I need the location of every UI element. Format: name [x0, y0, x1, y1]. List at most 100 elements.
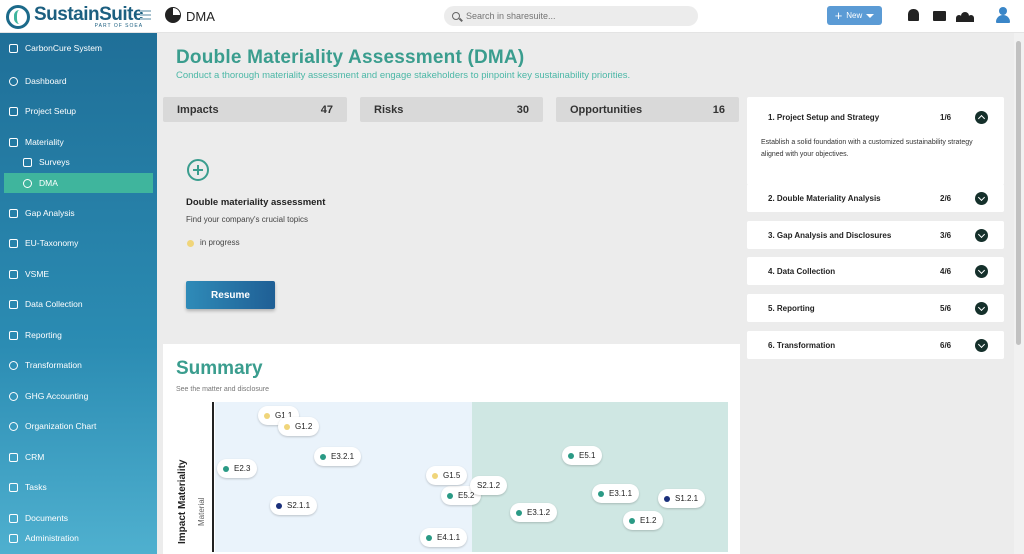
sidebar-item-label: Data Collection	[25, 299, 83, 309]
step-fraction: 3/6	[940, 231, 952, 240]
file-icon	[9, 330, 18, 340]
point-label: E5.2	[458, 491, 475, 500]
sidebar-item-ghg-accounting[interactable]: GHG Accounting	[0, 386, 157, 406]
chart-line-icon	[9, 137, 18, 147]
user-profile-icon[interactable]	[995, 7, 1011, 23]
chevron-down-icon[interactable]	[975, 192, 988, 205]
step-4[interactable]: 4. Data Collection 4/6	[747, 257, 1004, 285]
step-2[interactable]: 2. Double Materiality Analysis 2/6	[747, 184, 1004, 212]
sidebar-item-crm[interactable]: CRM	[0, 447, 157, 467]
search-input[interactable]	[466, 11, 686, 21]
sidebar-item-tasks[interactable]: Tasks	[0, 477, 157, 497]
sidebar-item-gap-analysis[interactable]: Gap Analysis	[0, 203, 157, 223]
chevron-up-icon[interactable]	[975, 111, 988, 124]
users-icon[interactable]	[956, 10, 974, 22]
step-label: 2. Double Materiality Analysis	[768, 194, 881, 203]
point-label: E3.2.1	[331, 452, 355, 461]
sidebar-item-data-collection[interactable]: Data Collection	[0, 294, 157, 314]
add-circle-icon[interactable]	[187, 159, 209, 181]
card-subtitle: Find your company's crucial topics	[186, 215, 309, 224]
sidebar-item-label: Materiality	[25, 137, 64, 147]
step-label: 1. Project Setup and Strategy	[768, 113, 880, 122]
sidebar-item-dma[interactable]: DMA	[4, 173, 153, 193]
mail-icon[interactable]	[933, 11, 946, 21]
step-label: 4. Data Collection	[768, 267, 836, 276]
stat-value: 47	[320, 103, 333, 116]
y-axis-label: Impact Materiality	[177, 459, 188, 544]
sidebar-item-carboncure-system[interactable]: CarbonCure System	[0, 38, 157, 58]
chevron-down-icon[interactable]	[975, 339, 988, 352]
step-label: 3. Gap Analysis and Disclosures	[768, 231, 892, 240]
step-1[interactable]: 1. Project Setup and Strategy 1/6 Establ…	[747, 97, 1004, 185]
matrix-point[interactable]: E3.2.1	[314, 447, 362, 466]
matrix-point[interactable]: S2.1.1	[270, 496, 318, 515]
matrix-point[interactable]: E3.1.2	[510, 503, 558, 522]
logo-name: SustainSuite	[34, 4, 144, 25]
sitemap-icon	[9, 106, 18, 116]
chevron-down-icon[interactable]	[975, 265, 988, 278]
stat-label: Risks	[374, 103, 404, 116]
sidebar-item-label: GHG Accounting	[25, 391, 89, 401]
point-label: G1.5	[443, 471, 461, 480]
sidebar-item-dashboard[interactable]: Dashboard	[0, 71, 157, 91]
sidebar-item-administration[interactable]: Administration	[0, 528, 157, 548]
sidebar-item-label: Reporting	[25, 330, 62, 340]
matrix-point[interactable]: G1.5	[426, 466, 468, 485]
sidebar-item-transformation[interactable]: Transformation	[0, 355, 157, 375]
matrix-point[interactable]: E2.3	[217, 459, 258, 478]
stat-risks: Risks 30	[360, 97, 543, 122]
sidebar-item-eu-taxonomy[interactable]: EU-Taxonomy	[0, 233, 157, 253]
matrix-point[interactable]: E4.1.1	[420, 528, 468, 547]
summary-title: Summary	[176, 358, 263, 379]
sidebar-item-label: CRM	[25, 452, 45, 462]
resume-button[interactable]: Resume	[186, 281, 275, 309]
point-dot-icon	[516, 509, 522, 516]
new-button[interactable]: + New	[827, 6, 882, 25]
materiality-matrix	[215, 402, 728, 552]
point-dot-icon	[276, 502, 282, 509]
bell-icon[interactable]	[908, 9, 919, 21]
scrollbar-thumb[interactable]	[1016, 41, 1021, 345]
point-label: E3.1.1	[609, 489, 633, 498]
logo-icon	[6, 5, 30, 29]
chevron-down-icon[interactable]	[975, 302, 988, 315]
matrix-point[interactable]: S1.2.1	[658, 489, 706, 508]
chevron-down-icon[interactable]	[975, 229, 988, 242]
matrix-point[interactable]: E3.1.1	[592, 484, 640, 503]
logo[interactable]: SustainSuite PART OF SOEA	[6, 4, 144, 30]
menu-toggle-icon[interactable]	[140, 10, 151, 20]
sidebar-item-label: Organization Chart	[25, 421, 97, 431]
plus-icon: +	[834, 8, 843, 23]
sidebar-item-organization-chart[interactable]: Organization Chart	[0, 416, 157, 436]
step-3[interactable]: 3. Gap Analysis and Disclosures 3/6	[747, 221, 1004, 249]
sidebar-item-label: Transformation	[25, 360, 82, 370]
sidebar-item-materiality[interactable]: Materiality	[0, 132, 157, 152]
sidebar-item-documents[interactable]: Documents	[0, 508, 157, 528]
stat-value: 30	[516, 103, 529, 116]
sidebar-item-label: CarbonCure System	[25, 43, 103, 53]
sync-icon	[9, 360, 18, 370]
search-bar[interactable]	[444, 6, 698, 26]
stat-label: Impacts	[177, 103, 219, 116]
sidebar-item-label: Dashboard	[25, 76, 67, 86]
matrix-point[interactable]: S2.1.2	[470, 476, 508, 495]
sidebar-item-reporting[interactable]: Reporting	[0, 325, 157, 345]
sidebar-item-vsme[interactable]: VSME	[0, 264, 157, 284]
status-dot-icon	[187, 240, 194, 247]
database-icon	[9, 208, 18, 218]
sidebar-item-project-setup[interactable]: Project Setup	[0, 101, 157, 121]
sidebar-item-label: Administration	[25, 533, 79, 543]
scrollbar[interactable]	[1014, 33, 1024, 554]
step-5[interactable]: 5. Reporting 5/6	[747, 294, 1004, 322]
step-6[interactable]: 6. Transformation 6/6	[747, 331, 1004, 359]
point-label: S1.2.1	[675, 494, 699, 503]
step-fraction: 1/6	[940, 113, 952, 122]
matrix-point[interactable]: G1.2	[278, 417, 320, 436]
matrix-point[interactable]: E1.2	[623, 511, 664, 530]
sidebar-item-label: VSME	[25, 269, 50, 279]
database-icon	[9, 238, 18, 248]
point-label: G1.1	[275, 411, 293, 420]
sidebar-item-surveys[interactable]: Surveys	[0, 152, 157, 172]
matrix-point[interactable]: E5.1	[562, 446, 603, 465]
matrix-quadrant-right	[472, 402, 728, 552]
